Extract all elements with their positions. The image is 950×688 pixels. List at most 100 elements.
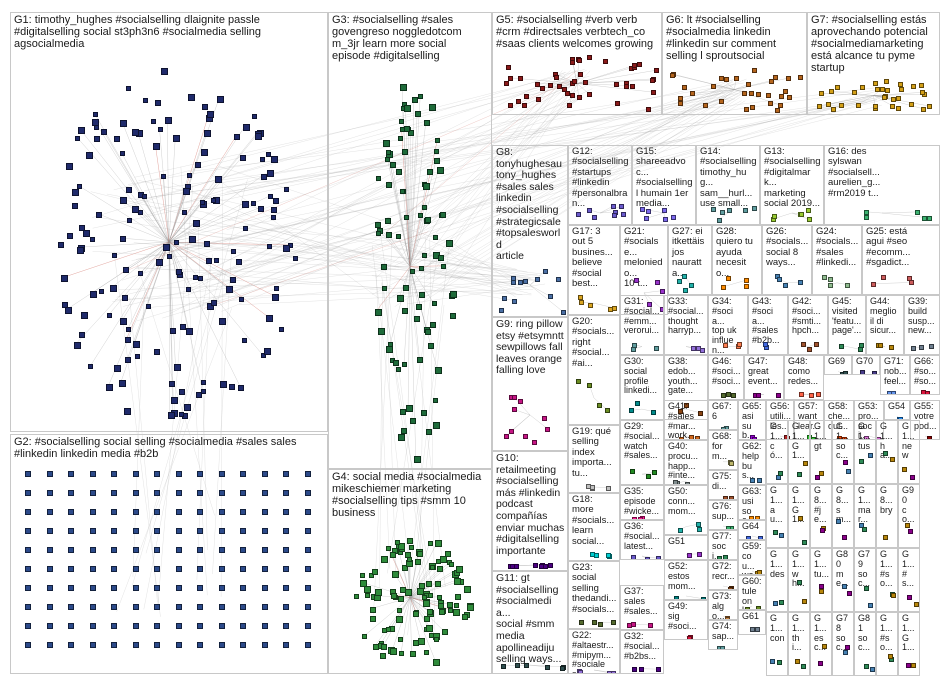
edge (108, 241, 170, 316)
edge (409, 286, 446, 588)
vertex (726, 208, 732, 214)
vertex (510, 280, 516, 286)
edge (122, 241, 170, 321)
vertex (46, 604, 53, 610)
vertex (240, 604, 246, 610)
cluster-g69: G69 (824, 355, 852, 375)
vertex (683, 287, 688, 293)
vertex (676, 279, 682, 285)
edge (685, 408, 701, 414)
vertex (838, 102, 844, 108)
cluster-g67: G67: 6 (708, 400, 738, 430)
edge (121, 198, 170, 243)
cluster-label: G10: retailmeeting #socialselling más #l… (496, 452, 565, 557)
edge (409, 597, 430, 612)
cluster-label: G45: visited 'featu... page'... (832, 296, 862, 336)
vertex (197, 471, 203, 477)
edge (211, 174, 380, 299)
edge (128, 82, 744, 185)
vertex (910, 662, 916, 668)
vertex (175, 528, 182, 534)
vertex (914, 209, 920, 215)
vertex (424, 615, 431, 622)
edge (168, 221, 196, 243)
vertex (406, 556, 412, 562)
cluster-label: G1... gt (814, 421, 827, 451)
vertex (132, 490, 139, 496)
vertex (111, 623, 117, 629)
vertex (260, 173, 267, 180)
cluster-small: G1... wh... (788, 548, 810, 612)
vertex (726, 526, 732, 529)
edge (679, 89, 735, 104)
cluster-label: G49: sig #soci... (668, 601, 697, 631)
vertex (909, 279, 915, 285)
cluster-g73: G73: algo... (708, 590, 738, 620)
vertex (252, 114, 258, 120)
vertex (905, 662, 911, 668)
vertex (46, 528, 53, 534)
vertex (648, 623, 654, 629)
vertex (547, 562, 553, 568)
edge (186, 69, 587, 283)
vertex (778, 600, 784, 606)
vertex (176, 268, 183, 275)
vertex (836, 519, 842, 525)
vertex (743, 278, 749, 284)
vertex (425, 428, 432, 435)
vertex (619, 204, 625, 210)
vertex (46, 509, 53, 515)
cluster-g47: G47: great event... (744, 355, 784, 400)
vertex (375, 588, 383, 596)
cluster-g3: G3: #socialselling #sales govengreso nog… (328, 12, 492, 469)
cluster-g45: G45: visited 'featu... page'... (828, 295, 866, 355)
vertex (608, 306, 614, 312)
vertex (678, 95, 684, 101)
cluster-g17: G17: 3 out 5 busines... believe #social … (568, 225, 620, 315)
edge (168, 241, 217, 261)
vertex (46, 547, 53, 553)
vertex (436, 594, 442, 600)
vertex (106, 384, 114, 392)
cluster-label: G8... #je... (814, 485, 827, 525)
vertex (283, 528, 289, 534)
edge (409, 543, 430, 598)
vertex (711, 206, 717, 212)
vertex (797, 515, 803, 521)
edge (407, 266, 411, 407)
cluster-label: G1: timothy_hughes #socialselling dlaign… (14, 14, 262, 50)
edge (576, 78, 654, 84)
vertex (579, 300, 585, 306)
vertex (928, 344, 934, 350)
edge (510, 414, 531, 432)
edge (734, 77, 789, 90)
vertex (242, 226, 248, 232)
vertex (431, 300, 437, 306)
vertex (111, 642, 117, 648)
cluster-label: G3: #socialselling #sales govengreso nog… (332, 14, 462, 62)
vertex (842, 584, 848, 590)
vertex (372, 569, 379, 576)
edge (381, 597, 411, 643)
vertex (831, 106, 837, 112)
vertex (85, 152, 93, 160)
edge (409, 89, 745, 261)
edge (420, 97, 741, 304)
vertex (231, 248, 237, 254)
vertex (918, 83, 924, 89)
vertex (109, 285, 117, 293)
vertex (219, 381, 227, 389)
vertex (772, 214, 778, 220)
cluster-label: G19: qué selling index importa... tu... (572, 426, 612, 479)
vertex (25, 490, 31, 496)
vertex (819, 528, 825, 534)
vertex (860, 370, 866, 374)
vertex (862, 526, 868, 532)
cluster-label: G12: #socialselling #startups #linkedin … (572, 146, 629, 210)
vertex (516, 98, 522, 104)
vertex (918, 344, 924, 350)
vertex (400, 83, 408, 91)
edge (114, 289, 534, 300)
vertex (653, 68, 659, 74)
vertex (441, 263, 446, 269)
